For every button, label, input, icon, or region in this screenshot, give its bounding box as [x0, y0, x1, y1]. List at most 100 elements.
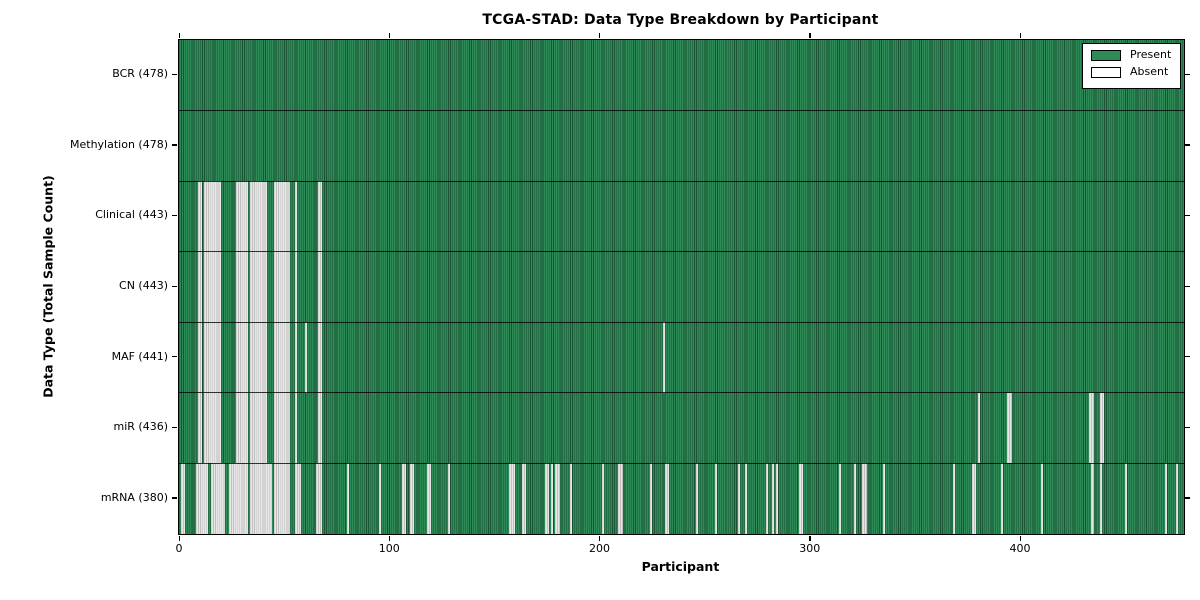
absent-cell	[250, 463, 272, 534]
absent-cell	[765, 463, 768, 534]
absent-cell	[294, 181, 297, 252]
absent-cell	[197, 322, 203, 393]
absent-cell	[649, 463, 653, 534]
row-separator	[179, 462, 1184, 464]
legend-swatch-absent-icon	[1091, 66, 1121, 78]
absent-cell	[294, 392, 297, 464]
absent-cell	[204, 322, 222, 393]
absent-cell	[210, 463, 226, 534]
absent-cell	[235, 251, 249, 323]
y-tick-label: MAF (441)	[111, 349, 168, 363]
absent-cell	[1125, 463, 1128, 534]
y-tick-mark	[172, 356, 177, 358]
absent-cell	[601, 463, 604, 534]
y-tick-mark	[172, 73, 177, 76]
x-tick-mark	[178, 536, 180, 541]
x-tick-mark	[1019, 536, 1021, 541]
absent-cell	[305, 322, 308, 393]
plot-area	[178, 39, 1185, 535]
x-tick-mark	[178, 33, 180, 38]
absent-cell	[250, 392, 268, 464]
absent-cell	[977, 392, 981, 464]
absent-cell	[235, 392, 249, 464]
x-tick-mark	[388, 33, 391, 38]
absent-cell	[401, 463, 407, 534]
absent-cell	[971, 463, 976, 534]
absent-cell	[204, 392, 222, 464]
absent-cell	[250, 251, 268, 323]
absent-cell	[317, 392, 322, 464]
absent-cell	[235, 322, 249, 393]
y-tick-label: Clinical (443)	[95, 208, 168, 222]
absent-cell	[1091, 463, 1094, 534]
absent-cell	[317, 251, 322, 323]
row-separator	[179, 110, 1184, 112]
absent-cell	[410, 463, 415, 534]
legend: Present Absent	[1082, 43, 1181, 89]
absent-cell	[273, 392, 291, 464]
y-tick-mark	[172, 214, 177, 217]
absent-cell	[853, 463, 856, 534]
absent-cell	[715, 463, 718, 534]
absent-cell	[839, 463, 842, 534]
legend-swatch-present-icon	[1091, 49, 1121, 61]
absent-cell	[197, 392, 203, 464]
absent-cell	[250, 181, 268, 252]
row-separator	[179, 321, 1184, 323]
y-tick-mark	[1185, 497, 1190, 499]
absent-cell	[952, 463, 955, 534]
legend-label-present: Present	[1130, 48, 1172, 61]
absent-cell	[1099, 463, 1102, 534]
y-tick-mark	[1185, 214, 1190, 217]
absent-cell	[521, 463, 526, 534]
absent-cell	[776, 463, 779, 534]
absent-cell	[250, 322, 268, 393]
y-tick-mark	[1185, 356, 1190, 358]
absent-cell	[181, 463, 186, 534]
y-tick-mark	[1185, 144, 1190, 146]
x-tick-mark	[809, 536, 811, 541]
absent-cell	[544, 463, 550, 534]
y-tick-label: miR (436)	[113, 420, 169, 434]
x-tick-label: 200	[589, 542, 611, 555]
y-tick-mark	[1185, 73, 1190, 76]
absent-cell	[744, 463, 747, 534]
y-tick-label: Methylation (478)	[70, 137, 168, 151]
absent-cell	[273, 181, 291, 252]
absent-cell	[294, 251, 297, 323]
absent-cell	[883, 463, 886, 534]
y-tick-mark	[1185, 285, 1190, 287]
absent-cell	[1099, 392, 1105, 464]
y-tick-mark	[172, 285, 177, 287]
x-axis-label: Participant	[641, 559, 720, 574]
y-tick-mark	[172, 426, 177, 428]
absent-cell	[273, 463, 291, 534]
absent-cell	[862, 463, 867, 534]
absent-cell	[317, 322, 322, 393]
x-tick-mark	[1019, 33, 1021, 38]
x-tick-mark	[599, 536, 601, 541]
absent-cell	[618, 463, 623, 534]
absent-cell	[294, 463, 301, 534]
absent-cell	[273, 322, 291, 393]
y-tick-label: CN (443)	[119, 279, 168, 292]
absent-cell	[570, 463, 573, 534]
x-tick-label: 0	[175, 542, 183, 555]
absent-cell	[551, 463, 554, 534]
absent-cell	[1041, 463, 1044, 534]
absent-cell	[235, 181, 249, 252]
absent-cell	[771, 463, 774, 534]
absent-cell	[1007, 392, 1012, 464]
absent-cell	[738, 463, 741, 534]
legend-entry-absent: Absent	[1091, 66, 1174, 78]
absent-cell	[229, 463, 249, 534]
legend-entry-present: Present	[1091, 49, 1174, 61]
absent-cell	[1001, 463, 1004, 534]
x-tick-mark	[599, 33, 601, 38]
absent-cell	[1165, 463, 1168, 534]
absent-cell	[204, 181, 222, 252]
x-tick-label: 300	[799, 542, 821, 555]
absent-cell	[317, 181, 322, 252]
absent-cell	[696, 463, 699, 534]
